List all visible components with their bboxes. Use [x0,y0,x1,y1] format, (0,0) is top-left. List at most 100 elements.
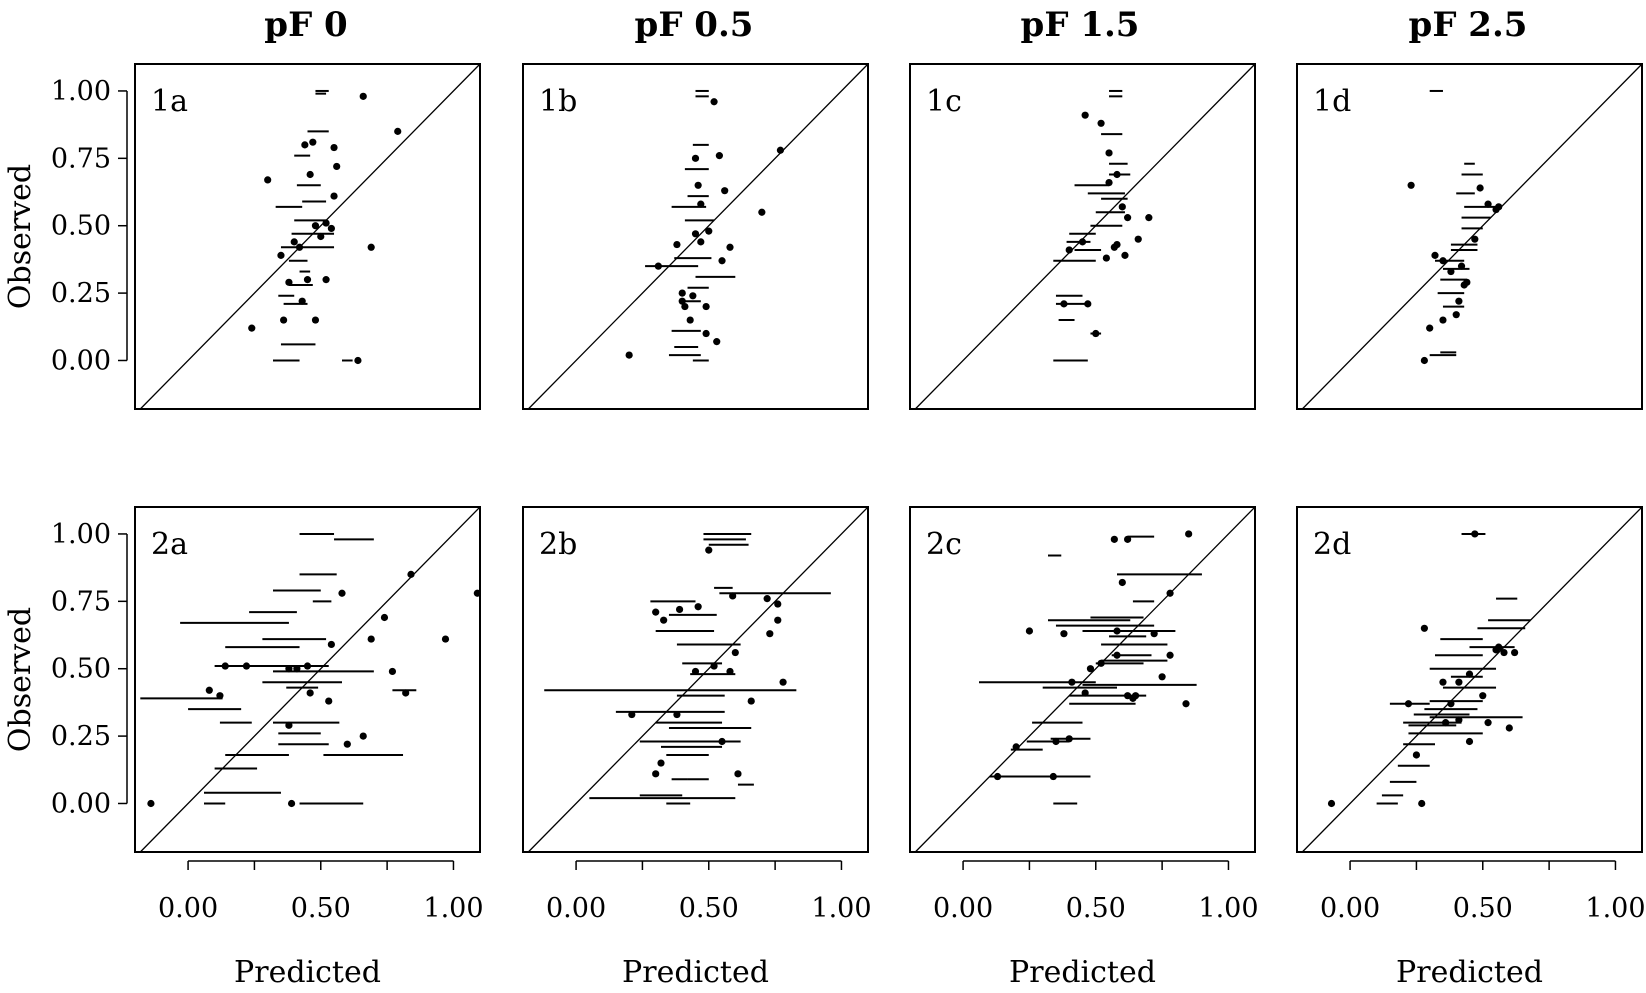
data-point [718,257,726,265]
data-point [306,689,314,697]
data-point [394,127,402,135]
panel-2c: 2c 0.00 0.50 1.00 Predicted [909,506,1259,990]
data-point [705,546,713,554]
data-point [205,686,213,694]
y-tick-label: 0.25 [51,721,111,752]
data-point [1463,278,1471,286]
data-point [248,324,256,332]
data-point [694,181,702,189]
data-point [309,138,317,146]
data-point [1511,648,1519,657]
data-point [702,329,710,338]
data-point [710,98,718,106]
data-point [1495,643,1503,651]
data-point [359,92,367,100]
data-point [1068,678,1076,686]
y-tick-label: 0.00 [51,345,111,376]
y-axis-title: Observed [3,607,38,752]
data-point [729,592,737,600]
data-point [303,276,312,284]
data-point [301,141,309,149]
data-point [1102,254,1110,262]
x-tick-label: 1.00 [1585,893,1645,924]
data-point [1081,111,1089,119]
data-point [1025,627,1034,635]
data-point [306,170,314,179]
data-point [726,667,734,676]
data-point [1012,743,1020,751]
data-point [1407,181,1415,189]
data-point [715,152,723,160]
x-tick-label: 0.50 [1066,893,1126,924]
data-point [1134,235,1142,243]
data-point [726,243,734,251]
identity-line [139,63,481,410]
data-point [1113,651,1121,659]
data-point [710,662,718,670]
data-point [1105,149,1113,157]
data-point [343,740,351,748]
x-tick-label: 0.50 [679,893,739,924]
data-point [1052,737,1060,746]
panel-label: 1a [151,84,188,119]
data-point [290,238,298,246]
data-point [1505,724,1513,732]
data-point [721,187,729,195]
data-point [277,251,285,259]
data-point [673,240,681,249]
data-point [1484,200,1492,208]
data-point [1418,799,1426,808]
data-point [303,662,312,670]
data-point [1420,356,1428,365]
data-point [1455,297,1463,305]
y-tick-label: 1.00 [51,519,111,550]
identity-line [527,506,869,853]
data-point [367,243,375,251]
identity-line [1301,63,1643,410]
data-point [1097,119,1105,127]
data-point [298,297,306,305]
data-point [317,232,325,241]
data-point [763,595,771,603]
panel-label: 2b [539,527,577,562]
data-point [264,176,272,184]
data-point [330,192,338,200]
x-tick-label: 0.50 [291,893,351,924]
data-point [1129,694,1137,702]
panel-1b: 1b [522,63,869,410]
data-point [311,316,320,324]
data-point [675,605,684,614]
data-point [1404,700,1413,708]
data-point [1121,251,1129,259]
data-point [1447,267,1455,276]
data-point [1145,214,1153,222]
data-point [1150,630,1158,638]
data-point [380,613,389,622]
identity-line [139,506,481,853]
data-point [697,200,705,208]
data-point [333,162,341,171]
panel-1c: 1c [909,63,1256,410]
data-point [1455,678,1463,686]
data-point [776,146,785,154]
data-point [1412,751,1421,759]
x-tick-label: 0.00 [158,893,218,924]
data-point [993,772,1002,781]
data-point [1476,184,1484,192]
data-point [1479,692,1487,700]
data-point [678,289,686,297]
data-point [367,635,375,643]
data-point [1118,578,1126,587]
panel-1d: 1d [1296,63,1643,410]
data-point [354,356,362,365]
data-point [441,635,450,643]
data-point [1078,238,1087,246]
x-tick-label: 1.00 [1198,893,1258,924]
data-point [327,640,335,649]
panel-label: 1b [539,84,577,119]
data-point [1185,530,1193,538]
data-point [1166,651,1174,659]
data-point [1113,170,1121,179]
data-point [657,759,665,767]
